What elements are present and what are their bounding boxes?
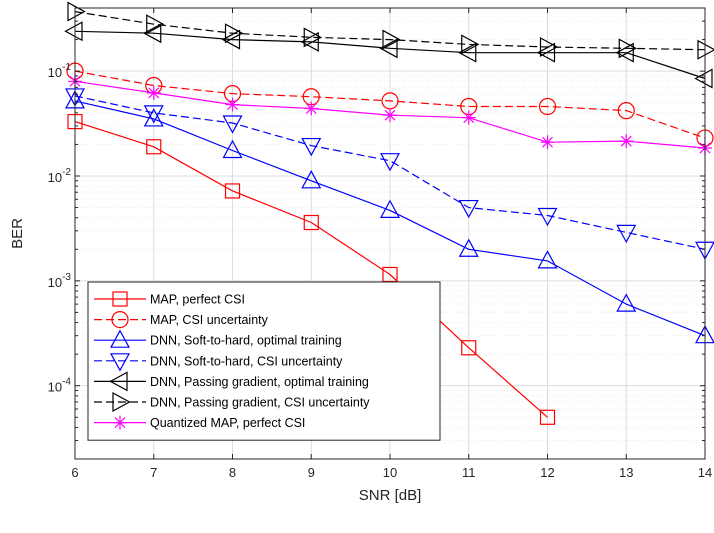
data-point	[617, 102, 635, 120]
data-point	[618, 38, 638, 59]
data-point	[537, 207, 558, 227]
data-point	[224, 23, 244, 44]
legend-marker	[112, 291, 128, 307]
data-point	[225, 97, 240, 112]
series-layer	[64, 1, 714, 425]
series-line	[74, 11, 706, 51]
data-point	[694, 68, 713, 89]
legend-marker	[109, 353, 131, 372]
data-point	[458, 238, 479, 257]
data-point	[615, 42, 634, 63]
data-point	[224, 183, 241, 199]
data-point	[379, 199, 401, 218]
series-line	[74, 121, 548, 418]
data-point	[383, 108, 397, 123]
data-point	[143, 105, 164, 124]
legend: MAP, perfect CSI MAP, CSI uncertainty DNN,…	[87, 281, 441, 441]
y-tick-label: 10-2	[48, 167, 72, 185]
x-axis-label: SNR [dB]	[359, 487, 422, 504]
legend-label: Quantized MAP, perfect CSI	[150, 416, 305, 430]
data-point	[616, 293, 637, 312]
legend-box	[87, 281, 441, 441]
x-tick-label: 11	[462, 465, 476, 480]
data-point	[461, 340, 477, 356]
data-point	[300, 31, 319, 52]
x-tick-label: 12	[540, 465, 554, 480]
legend-marker	[112, 391, 131, 413]
data-point	[301, 170, 322, 189]
series-4	[64, 88, 714, 261]
legend-label: MAP, perfect CSI	[150, 293, 245, 307]
series-line	[74, 70, 706, 139]
x-tick-label: 10	[383, 465, 397, 480]
x-tick-label: 8	[229, 465, 236, 480]
legend-entry: MAP, CSI uncertainty	[94, 311, 269, 329]
legend-entry: Quantized MAP, perfect CSI	[94, 415, 305, 430]
data-point	[539, 409, 556, 425]
data-point	[538, 97, 557, 116]
legend-entry: DNN, Passing gradient, CSI uncertainty	[94, 391, 370, 413]
legend-entry: DNN, Passing gradient, optimal training	[94, 371, 369, 392]
legend-entry: MAP, perfect CSI	[94, 291, 245, 307]
legend-label: DNN, Passing gradient, optimal training	[150, 375, 369, 389]
data-point	[222, 139, 243, 159]
data-point	[536, 42, 556, 63]
data-point	[146, 85, 161, 100]
ticks: 6 7 8 9 10 11 12 13 14 10-4 10-3 10-2 10-1	[48, 7, 712, 480]
legend-marker	[113, 415, 127, 430]
data-point	[461, 34, 480, 55]
data-point	[146, 139, 162, 155]
series-5	[64, 21, 713, 89]
data-point	[616, 224, 637, 244]
data-point	[619, 134, 634, 149]
data-point	[146, 14, 165, 35]
data-point	[64, 21, 83, 42]
data-point	[382, 266, 398, 283]
data-point	[379, 38, 398, 59]
data-point	[221, 29, 241, 50]
series-line	[74, 100, 706, 337]
series-3	[64, 90, 714, 344]
legend-entry: DNN, Soft-to-hard, optimal training	[94, 329, 342, 348]
data-point	[303, 27, 323, 48]
legend-marker	[111, 311, 129, 329]
y-tick-label: 10-1	[48, 62, 72, 80]
legend-label: MAP, CSI uncertainty	[150, 313, 269, 327]
data-point	[67, 1, 86, 22]
legend-label: DNN, Soft-to-hard, optimal training	[150, 334, 342, 348]
legend-marker	[109, 371, 128, 392]
data-point	[303, 214, 319, 231]
x-tick-label: 14	[698, 465, 712, 480]
y-tick-label: 10-3	[48, 272, 72, 290]
series-6	[67, 1, 714, 60]
data-point	[304, 101, 319, 116]
data-point	[537, 250, 558, 269]
data-point	[540, 135, 555, 150]
x-tick-label: 9	[308, 465, 315, 480]
y-axis-label: BER	[9, 218, 26, 249]
data-point	[457, 42, 477, 63]
data-point	[461, 110, 476, 125]
x-tick-label: 13	[619, 465, 633, 480]
data-point	[301, 137, 322, 157]
series-1	[67, 114, 556, 425]
x-tick-label: 6	[71, 465, 78, 480]
data-point	[379, 153, 401, 172]
data-point	[142, 23, 162, 44]
legend-marker	[109, 329, 131, 348]
series-line	[74, 95, 706, 250]
legend-label: DNN, Soft-to-hard, CSI uncertainty	[150, 354, 343, 368]
legend-entry: DNN, Soft-to-hard, CSI uncertainty	[94, 353, 343, 372]
data-point	[539, 36, 559, 57]
data-point	[222, 115, 243, 134]
data-point	[458, 199, 479, 219]
x-tick-label: 7	[150, 465, 157, 480]
y-tick-label: 10-4	[48, 377, 72, 395]
data-point	[382, 29, 401, 50]
legend-label: DNN, Passing gradient, CSI uncertainty	[150, 396, 370, 410]
data-point	[143, 108, 164, 127]
series-line	[74, 30, 706, 80]
data-point	[697, 39, 714, 60]
